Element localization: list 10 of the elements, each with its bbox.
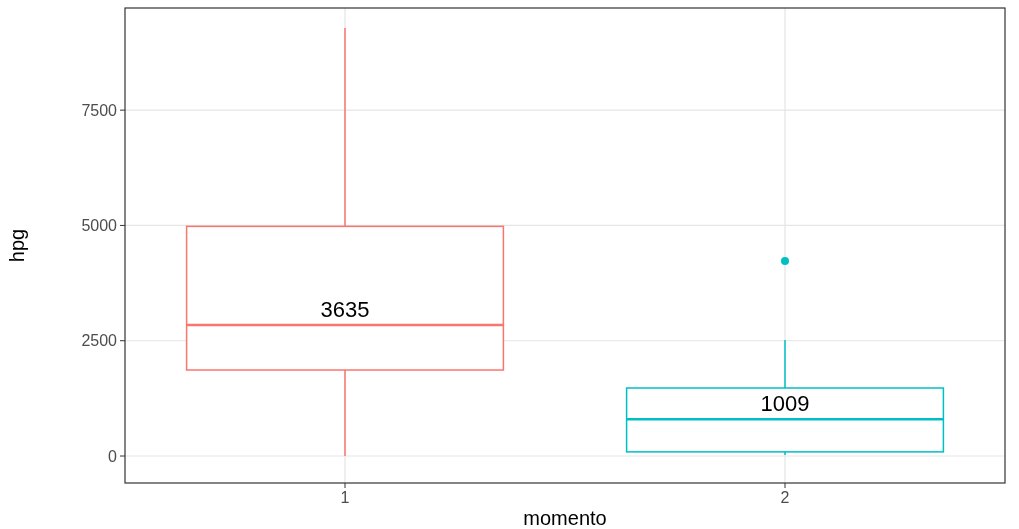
x-tick-label: 2 [780, 489, 790, 506]
y-tick-label: 7500 [81, 101, 118, 119]
annotation: 1009 [760, 391, 810, 417]
y-axis-title: hpg [6, 228, 28, 263]
x-tick-label: 1 [340, 489, 350, 506]
annotation: 3635 [320, 297, 370, 323]
y-tick-label: 2500 [81, 332, 118, 350]
x-axis-title: momento [523, 507, 607, 529]
y-tick-label: 0 [108, 447, 118, 465]
y-tick-label: 5000 [81, 217, 118, 235]
